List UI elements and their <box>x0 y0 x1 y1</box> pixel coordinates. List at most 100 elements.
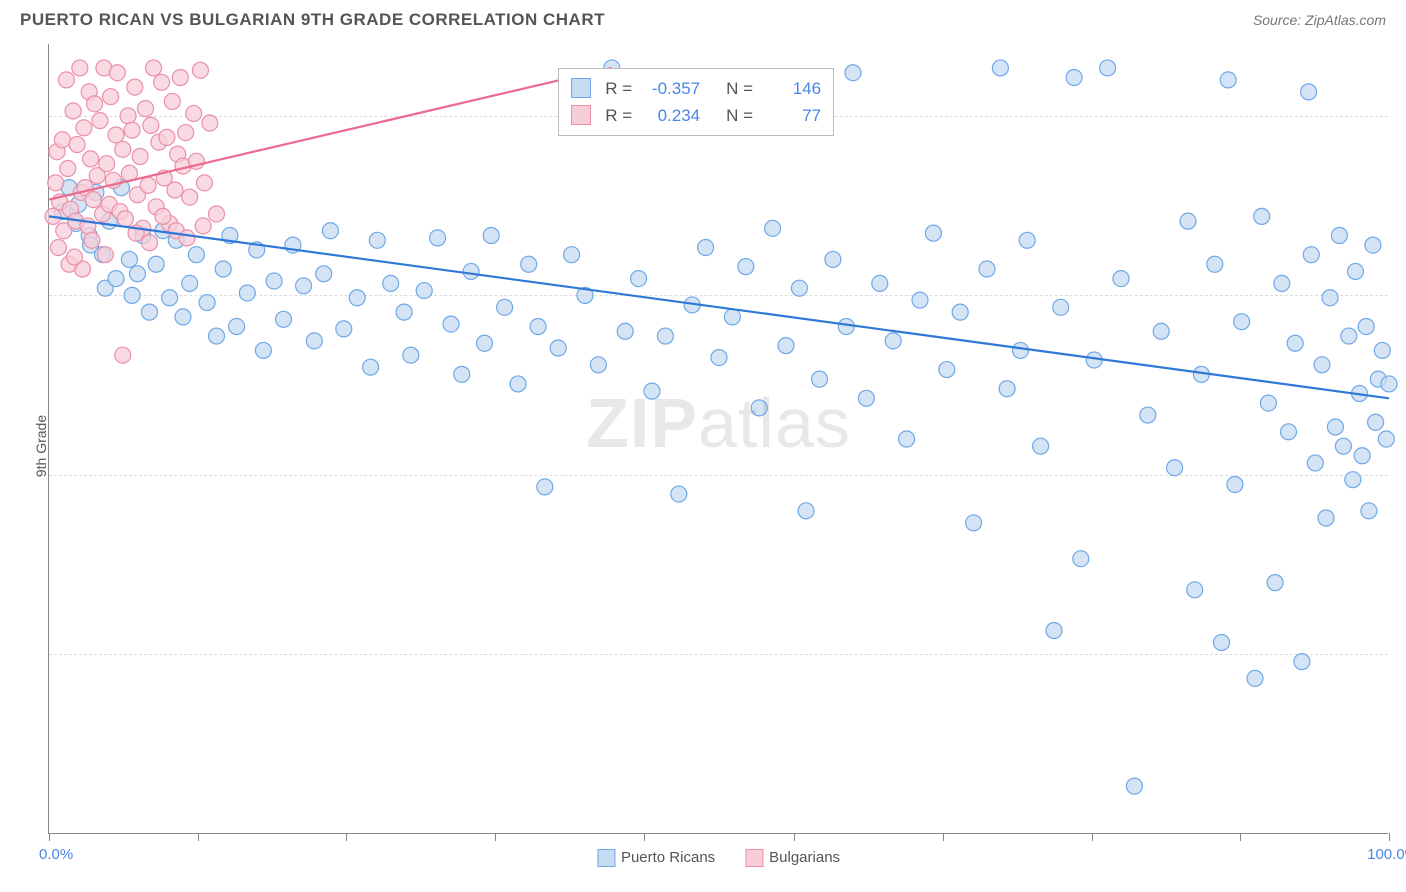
data-point[interactable] <box>798 503 814 519</box>
data-point[interactable] <box>396 304 412 320</box>
data-point[interactable] <box>103 89 119 105</box>
data-point[interactable] <box>72 60 88 76</box>
data-point[interactable] <box>1281 424 1297 440</box>
data-point[interactable] <box>463 263 479 279</box>
data-point[interactable] <box>182 189 198 205</box>
data-point[interactable] <box>296 278 312 294</box>
data-point[interactable] <box>858 390 874 406</box>
data-point[interactable] <box>1335 438 1351 454</box>
data-point[interactable] <box>564 247 580 263</box>
data-point[interactable] <box>1294 654 1310 670</box>
data-point[interactable] <box>1140 407 1156 423</box>
data-point[interactable] <box>164 93 180 109</box>
data-point[interactable] <box>979 261 995 277</box>
data-point[interactable] <box>129 266 145 282</box>
data-point[interactable] <box>778 338 794 354</box>
data-point[interactable] <box>1267 575 1283 591</box>
data-point[interactable] <box>812 371 828 387</box>
data-point[interactable] <box>196 175 212 191</box>
data-point[interactable] <box>1013 342 1029 358</box>
data-point[interactable] <box>1260 395 1276 411</box>
data-point[interactable] <box>121 251 137 267</box>
data-point[interactable] <box>1354 448 1370 464</box>
data-point[interactable] <box>1126 778 1142 794</box>
data-point[interactable] <box>617 323 633 339</box>
data-point[interactable] <box>1053 299 1069 315</box>
data-point[interactable] <box>1207 256 1223 272</box>
legend-item[interactable]: Puerto Ricans <box>597 849 715 867</box>
data-point[interactable] <box>83 151 99 167</box>
data-point[interactable] <box>137 101 153 117</box>
data-point[interactable] <box>306 333 322 349</box>
data-point[interactable] <box>50 239 66 255</box>
data-point[interactable] <box>60 160 76 176</box>
data-point[interactable] <box>1033 438 1049 454</box>
legend-item[interactable]: Bulgarians <box>745 849 840 867</box>
data-point[interactable] <box>108 271 124 287</box>
data-point[interactable] <box>186 105 202 121</box>
data-point[interactable] <box>143 117 159 133</box>
data-point[interactable] <box>1358 318 1374 334</box>
data-point[interactable] <box>363 359 379 375</box>
data-point[interactable] <box>992 60 1008 76</box>
data-point[interactable] <box>76 120 92 136</box>
data-point[interactable] <box>550 340 566 356</box>
data-point[interactable] <box>899 431 915 447</box>
data-point[interactable] <box>172 70 188 86</box>
data-point[interactable] <box>1331 228 1347 244</box>
data-point[interactable] <box>698 239 714 255</box>
data-point[interactable] <box>1361 503 1377 519</box>
data-point[interactable] <box>146 60 162 76</box>
data-point[interactable] <box>69 137 85 153</box>
data-point[interactable] <box>124 122 140 138</box>
data-point[interactable] <box>1227 476 1243 492</box>
data-point[interactable] <box>1327 419 1343 435</box>
data-point[interactable] <box>497 299 513 315</box>
data-point[interactable] <box>369 232 385 248</box>
data-point[interactable] <box>1019 232 1035 248</box>
data-point[interactable] <box>159 129 175 145</box>
data-point[interactable] <box>1307 455 1323 471</box>
data-point[interactable] <box>142 235 158 251</box>
data-point[interactable] <box>537 479 553 495</box>
data-point[interactable] <box>644 383 660 399</box>
data-point[interactable] <box>117 211 133 227</box>
data-point[interactable] <box>1073 551 1089 567</box>
data-point[interactable] <box>132 149 148 165</box>
data-point[interactable] <box>912 292 928 308</box>
data-point[interactable] <box>84 232 100 248</box>
data-point[interactable] <box>1341 328 1357 344</box>
data-point[interactable] <box>108 127 124 143</box>
data-point[interactable] <box>154 74 170 90</box>
data-point[interactable] <box>1234 314 1250 330</box>
data-point[interactable] <box>209 328 225 344</box>
data-point[interactable] <box>167 182 183 198</box>
data-point[interactable] <box>631 271 647 287</box>
data-point[interactable] <box>738 259 754 275</box>
data-point[interactable] <box>1348 263 1364 279</box>
data-point[interactable] <box>1220 72 1236 88</box>
data-point[interactable] <box>87 96 103 112</box>
data-point[interactable] <box>1301 84 1317 100</box>
data-point[interactable] <box>127 79 143 95</box>
data-point[interactable] <box>199 295 215 311</box>
data-point[interactable] <box>1214 634 1230 650</box>
data-point[interactable] <box>443 316 459 332</box>
data-point[interactable] <box>724 309 740 325</box>
data-point[interactable] <box>140 177 156 193</box>
data-point[interactable] <box>48 175 64 191</box>
data-point[interactable] <box>383 275 399 291</box>
data-point[interactable] <box>215 261 231 277</box>
data-point[interactable] <box>530 318 546 334</box>
data-point[interactable] <box>1274 275 1290 291</box>
data-point[interactable] <box>845 65 861 81</box>
data-point[interactable] <box>336 321 352 337</box>
data-point[interactable] <box>209 206 225 222</box>
data-point[interactable] <box>97 247 113 263</box>
data-point[interactable] <box>477 335 493 351</box>
data-point[interactable] <box>430 230 446 246</box>
data-point[interactable] <box>925 225 941 241</box>
data-point[interactable] <box>521 256 537 272</box>
data-point[interactable] <box>188 247 204 263</box>
data-point[interactable] <box>825 251 841 267</box>
